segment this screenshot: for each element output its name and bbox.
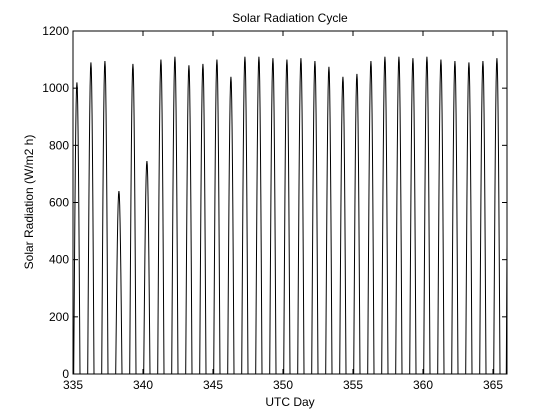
x-tick-label: 340 [133, 378, 153, 392]
x-axis-label: UTC Day [265, 395, 314, 409]
x-tick-label: 335 [63, 378, 83, 392]
y-tick-label: 600 [49, 196, 69, 210]
x-tick-label: 360 [413, 378, 433, 392]
x-axis-ticks: 335 340 345 350 355 360 365 [63, 31, 503, 392]
x-tick-label: 345 [203, 378, 223, 392]
solar-radiation-line [73, 56, 508, 375]
x-tick-label: 350 [273, 378, 293, 392]
y-axis-label: Solar Radiation (W/m2 h) [22, 135, 36, 270]
y-tick-label: 1200 [42, 24, 69, 38]
data-layer [73, 56, 508, 375]
y-tick-label: 1000 [42, 81, 69, 95]
y-axis-ticks: 0 200 400 600 800 1000 1200 [42, 24, 507, 381]
chart-title: Solar Radiation Cycle [232, 11, 348, 25]
x-tick-label: 355 [343, 378, 363, 392]
x-tick-label: 365 [483, 378, 503, 392]
y-tick-label: 400 [49, 253, 69, 267]
y-tick-label: 800 [49, 138, 69, 152]
y-tick-label: 200 [49, 310, 69, 324]
y-tick-label: 0 [62, 367, 69, 381]
